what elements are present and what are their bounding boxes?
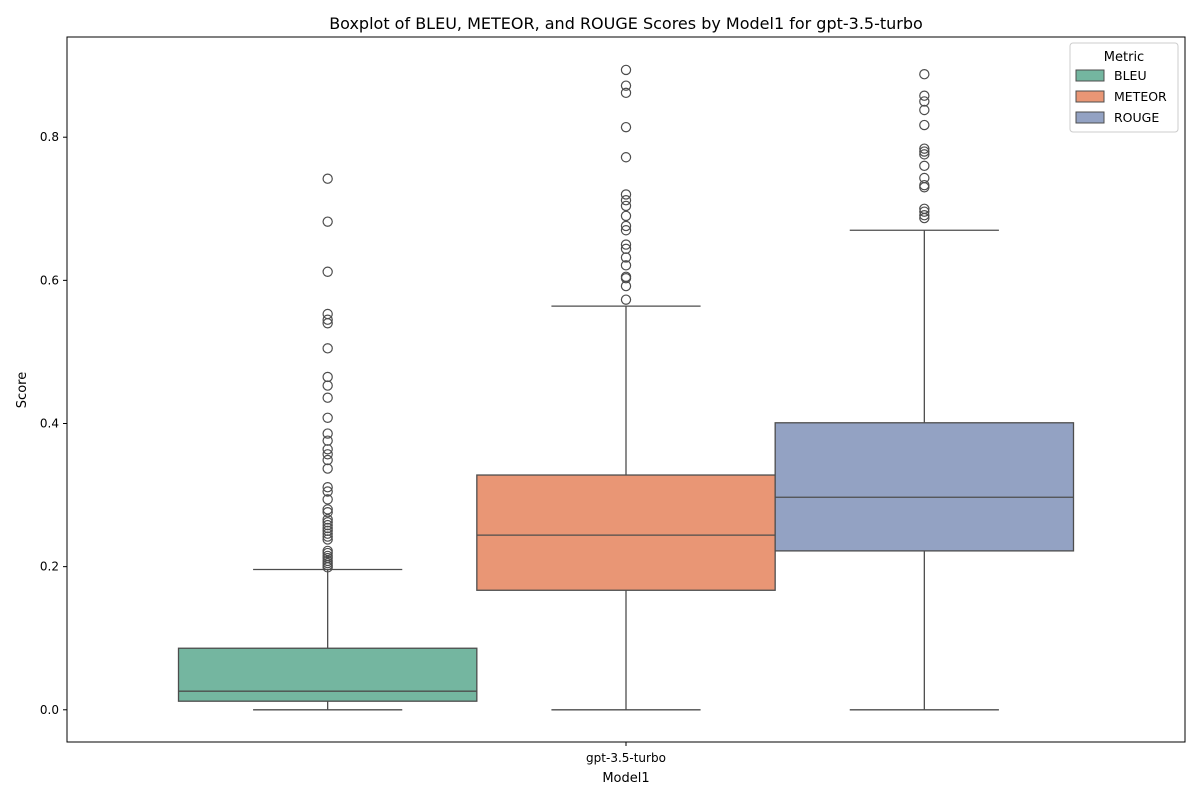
outlier-point [919, 182, 930, 193]
outlier-point [322, 412, 333, 423]
outlier-point [620, 189, 632, 200]
outlier-point [620, 210, 632, 222]
legend: Metric BLEU METEOR ROUGE [1069, 42, 1179, 133]
outlier-point [322, 534, 333, 545]
outlier-point [322, 318, 333, 329]
outlier-point [919, 206, 930, 217]
legend-label-meteor: METEOR [1114, 89, 1167, 104]
box-bleu [177, 173, 478, 711]
outlier-point [620, 200, 632, 212]
outlier-point [322, 522, 333, 534]
outlier-point [919, 210, 930, 221]
outlier-point [322, 380, 333, 391]
outlier-point [919, 143, 930, 154]
outlier-point [322, 454, 333, 466]
x-tick-label: gpt-3.5-turbo [586, 751, 666, 765]
outlier-point [322, 216, 333, 227]
x-axis: gpt-3.5-turbo [586, 742, 666, 765]
legend-frame [1069, 42, 1179, 133]
outlier-point [919, 146, 930, 157]
outlier-point [322, 444, 333, 455]
outlier-point [620, 252, 632, 263]
outlier-point [322, 371, 333, 383]
outlier-point [322, 266, 333, 277]
outlier-point [322, 514, 333, 525]
outlier-point [620, 64, 632, 76]
outlier-point [322, 449, 333, 460]
legend-swatch-rouge [1075, 111, 1105, 124]
outlier-point [919, 179, 930, 191]
outlier-point [919, 119, 930, 131]
outlier-point [620, 294, 632, 305]
outlier-point [620, 80, 632, 91]
outlier-point [919, 69, 930, 80]
outlier-point [322, 504, 333, 515]
outlier-point [620, 225, 632, 236]
outlier-point [919, 96, 930, 107]
outlier-point [919, 149, 930, 160]
outlier-point [322, 519, 333, 531]
outlier-point [322, 428, 333, 439]
outlier-point [620, 280, 632, 292]
outlier-point [620, 87, 632, 99]
outlier-point [322, 528, 333, 539]
outlier-point [322, 463, 333, 474]
outlier-point [322, 494, 333, 505]
outlier-point [322, 392, 333, 403]
outlier-point [322, 481, 333, 493]
outlier-point [620, 243, 632, 255]
legend-title: Metric [1104, 50, 1144, 65]
y-tick-label: 0.2 [40, 560, 59, 574]
outlier-point [620, 220, 632, 232]
y-axis-label: Score [15, 372, 30, 408]
y-tick-label: 0.8 [40, 130, 59, 144]
boxes [177, 64, 1075, 711]
x-axis-label: Model1 [602, 771, 649, 786]
outlier-point [322, 343, 333, 354]
box-iqr [177, 647, 478, 702]
y-tick-label: 0.6 [40, 273, 59, 287]
outlier-point [620, 239, 632, 250]
box-iqr [476, 474, 776, 591]
outlier-point [919, 104, 930, 116]
outlier-point [322, 435, 333, 446]
outlier-point [620, 194, 632, 206]
outlier-point [322, 314, 333, 325]
outlier-point [620, 260, 632, 271]
outlier-point [322, 517, 333, 528]
y-tick-label: 0.0 [40, 703, 59, 717]
outlier-point [322, 531, 333, 542]
y-tick-label: 0.4 [40, 416, 59, 430]
box-iqr [774, 422, 1075, 552]
box-meteor [476, 64, 776, 711]
outlier-point [620, 273, 632, 284]
outlier-point [322, 525, 333, 537]
outlier-point [919, 90, 930, 101]
outlier-point [322, 547, 333, 559]
legend-label-rouge: ROUGE [1114, 110, 1159, 125]
outlier-point [620, 121, 632, 133]
outlier-point [322, 507, 333, 518]
legend-swatch-bleu [1075, 69, 1105, 82]
outlier-point [919, 212, 930, 224]
outlier-point [620, 152, 632, 163]
outlier-point [322, 486, 333, 497]
outlier-point [322, 173, 333, 184]
legend-label-bleu: BLEU [1114, 68, 1147, 83]
box-rouge [774, 69, 1075, 711]
chart-title: Boxplot of BLEU, METEOR, and ROUGE Score… [329, 14, 923, 33]
outlier-point [322, 562, 333, 573]
legend-swatch-meteor [1075, 90, 1105, 103]
y-axis: 0.0 0.2 0.4 0.6 0.8 [40, 130, 67, 717]
outlier-point [919, 160, 930, 172]
